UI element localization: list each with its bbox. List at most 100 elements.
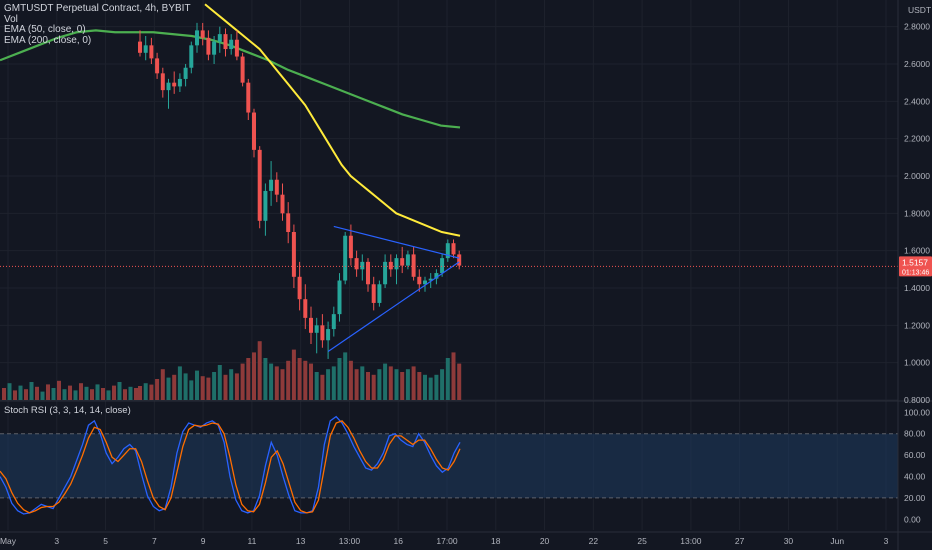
stoch-d-line (0, 420, 461, 514)
stoch-tick-label: 100.00 (904, 407, 930, 417)
candle-body (337, 280, 342, 315)
price-tick-label: 0.8000 (904, 395, 930, 405)
trendline-upper (333, 225, 460, 259)
volume-legend[interactable]: Vol (4, 13, 18, 25)
volume-bar (343, 352, 348, 400)
volume-bar (166, 377, 171, 400)
price-tag-value: 1.5157 (902, 257, 928, 267)
symbol-title[interactable]: GMTUSDT Perpetual Contract, 4h, BYBIT (4, 3, 191, 14)
volume-bar (128, 386, 133, 400)
volume-bar (377, 369, 382, 400)
time-tick-label: 20 (540, 536, 550, 546)
volume-bar (423, 374, 427, 400)
candle-body (195, 30, 199, 46)
candle-body (320, 325, 325, 341)
stoch-tick-label: 60.00 (904, 450, 926, 460)
volume-bar (388, 366, 393, 400)
candle-body (200, 30, 205, 38)
candle-body (166, 82, 171, 91)
volume-bar (117, 382, 122, 400)
volume-bar (68, 385, 72, 400)
candle-body (440, 258, 445, 274)
volume-bar (297, 358, 302, 400)
volume-bar (314, 372, 319, 400)
currency-label: USDT (908, 5, 931, 15)
volume-bar (217, 365, 222, 400)
volume-bar (383, 363, 388, 400)
candle-body (212, 41, 217, 55)
time-tick-label: 25 (637, 536, 647, 546)
volume-bar (457, 363, 462, 400)
volume-bar (2, 388, 6, 400)
candle-body (411, 254, 416, 277)
volume-bar (95, 384, 100, 400)
price-tick-label: 1.0000 (904, 358, 930, 368)
candle-body (160, 73, 165, 91)
volume-bars (2, 341, 462, 400)
time-tick-label: 27 (735, 536, 745, 546)
price-tick-label: 2.2000 (904, 134, 930, 144)
time-tick-label: 30 (784, 536, 794, 546)
volume-bar (303, 360, 308, 400)
volume-bar (337, 358, 342, 400)
ema50-legend[interactable]: EMA (50, close, 0) (4, 24, 86, 35)
candle-body (383, 261, 388, 285)
ema200-legend[interactable]: EMA (200, close, 0) (4, 34, 92, 46)
volume-bar (400, 372, 405, 400)
volume-bar (326, 369, 331, 400)
current-price-label: 1.5157 01:13:46 (899, 256, 932, 277)
volume-bar (212, 372, 217, 400)
candle-body (400, 258, 405, 266)
stoch-rsi-legend[interactable]: Stoch RSI (3, 3, 14, 14, close) (4, 405, 131, 416)
volume-bar (274, 366, 279, 400)
ema50-path (204, 3, 461, 237)
volume-bar (18, 385, 23, 400)
trendline-lower (327, 261, 460, 352)
volume-bar (405, 369, 410, 400)
candle-body (263, 190, 268, 221)
triangle-trendlines[interactable] (327, 225, 460, 352)
volume-bar (434, 374, 439, 400)
candle-body (155, 58, 160, 74)
volume-bar (234, 373, 239, 400)
candle-body (223, 34, 228, 50)
volume-bar (291, 349, 296, 400)
tick-labels: 2.8000 2.6000 2.4000 2.2000 2.0000 1.8000 1.60… (0, 5, 931, 546)
candle-body (240, 56, 245, 83)
volume-bar (112, 385, 116, 400)
candle-body (291, 232, 296, 277)
candle-body (138, 41, 142, 53)
candle-body (286, 213, 291, 232)
candle-body (206, 37, 211, 55)
volume-bar (13, 390, 17, 400)
time-tick-label: 22 (589, 536, 599, 546)
candle-body (405, 254, 410, 266)
time-tick-label: 13:00 (680, 536, 702, 546)
candle-body (189, 45, 194, 68)
time-tick-label: 18 (491, 536, 501, 546)
volume-bar (79, 383, 83, 400)
candle-body (445, 243, 450, 259)
price-tick-label: 2.6000 (904, 59, 930, 69)
volume-bar (51, 388, 56, 400)
candle-body (394, 258, 399, 270)
price-tag-bg (899, 256, 932, 277)
candle-body (428, 278, 433, 281)
stoch-tick-label: 0.00 (904, 514, 921, 524)
volume-bar (106, 390, 111, 400)
volume-bar (24, 389, 28, 400)
volume-bar (206, 377, 211, 400)
candle-body (303, 299, 308, 318)
candle-body (274, 179, 279, 195)
candle-body (457, 254, 462, 266)
time-tick-label: 7 (152, 536, 157, 546)
volume-bar (7, 383, 12, 400)
volume-bar (428, 377, 433, 400)
volume-bar (57, 380, 61, 400)
volume-bar (189, 380, 194, 400)
volume-bar (371, 374, 376, 400)
volume-bar (348, 360, 353, 400)
ema50-line (204, 3, 461, 237)
volume-bar (394, 369, 399, 400)
